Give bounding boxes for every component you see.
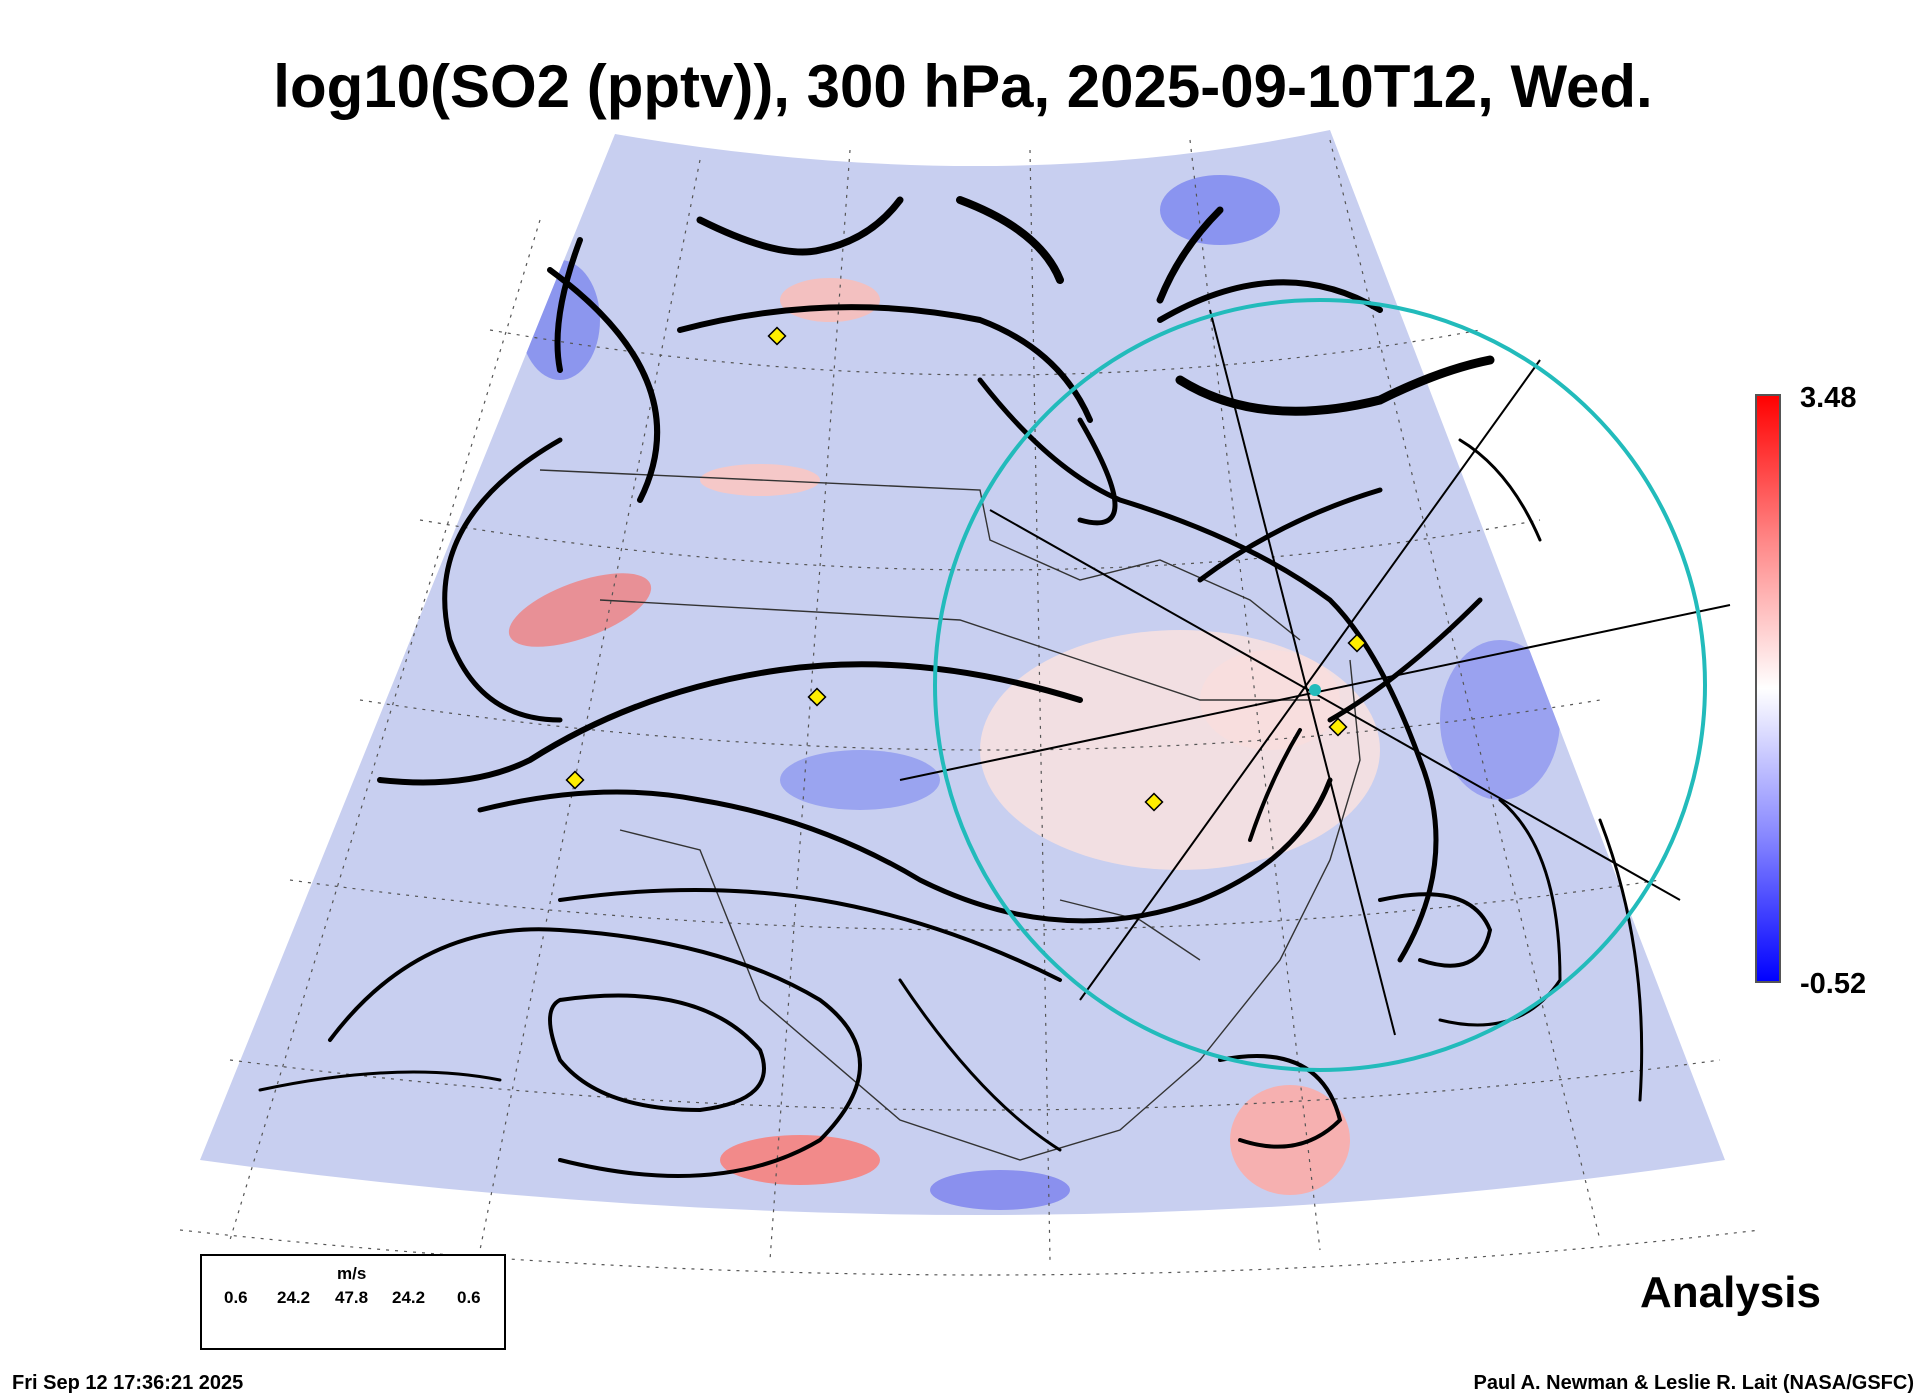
station-marker <box>1328 717 1348 737</box>
analysis-label: Analysis <box>1640 1268 1821 1317</box>
wind-legend-tick: 47.8 <box>335 1288 369 1307</box>
station-marker <box>807 687 827 707</box>
range-ring <box>933 298 1707 1072</box>
wind-legend-tick: 0.6 <box>457 1288 481 1307</box>
station-marker <box>1144 792 1164 812</box>
wind-legend: m/s 0.6 24.2 47.8 24.2 0.6 <box>200 1254 506 1350</box>
wind-legend-unit: m/s <box>337 1264 367 1283</box>
colorbar-min-label: -0.52 <box>1800 968 1867 1000</box>
wind-legend-tick: 24.2 <box>277 1288 311 1307</box>
footer-credit: Paul A. Newman & Leslie R. Lait (NASA/GS… <box>1473 1372 1914 1394</box>
station-marker <box>767 326 787 346</box>
map-title: log10(SO2 (pptv)), 300 hPa, 2025-09-10T1… <box>273 53 1653 120</box>
colorbar-max-label: 3.48 <box>1800 382 1857 414</box>
colorbar <box>1755 394 1781 983</box>
station-marker <box>565 770 585 790</box>
footer-timestamp: Fri Sep 12 17:36:21 2025 <box>12 1372 244 1394</box>
wind-legend-tick: 0.6 <box>224 1288 248 1307</box>
center-marker <box>1309 684 1321 696</box>
station-marker <box>1347 633 1367 653</box>
wind-legend-tick: 24.2 <box>392 1288 426 1307</box>
